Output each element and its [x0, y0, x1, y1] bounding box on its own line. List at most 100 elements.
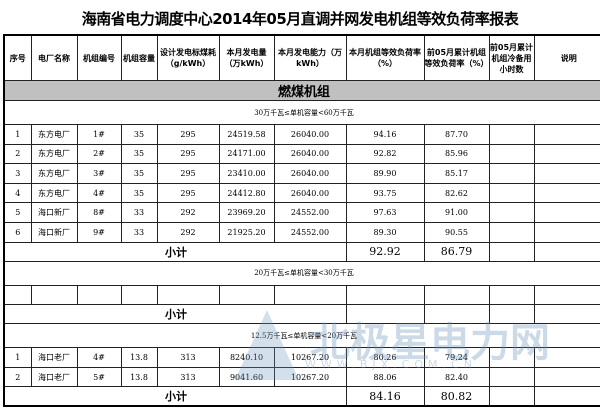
table-cell: 1#	[76, 124, 122, 145]
table-cell: 24552.00	[273, 221, 347, 243]
table-cell: 东方电厂	[30, 143, 78, 165]
table-cell: 海口老厂	[30, 347, 78, 368]
table-cell: 91.00	[423, 202, 490, 223]
table-cell	[30, 284, 78, 306]
table-cell: 13.8	[120, 366, 158, 388]
table-cell	[3, 284, 32, 306]
table-cell: 东方电厂	[30, 163, 78, 184]
report-title: 海南省电力调度中心2014年05月直调并网发电机组等效负荷率报表	[81, 10, 519, 28]
table-cell: 295	[156, 163, 220, 184]
table-cell: 295	[156, 182, 220, 204]
table-cell: 26040.00	[273, 182, 347, 204]
table-cell: 5	[3, 202, 32, 223]
section-row: 20万千瓦≤单机容量<30万千瓦	[3, 260, 600, 286]
table-cell: 13.8	[120, 347, 158, 368]
table-cell: 292	[156, 202, 220, 223]
table-cell	[156, 284, 220, 306]
column-header: 电厂名称	[30, 34, 78, 81]
table-row: 5 海口新厂 8# 33 292 23969.20 24552.00 97.63 91.00	[3, 202, 600, 223]
table-cell: 海口新厂	[30, 221, 78, 243]
table-cell: 92.82	[345, 143, 425, 165]
table-cell: 10267.20	[273, 347, 347, 368]
table-cell: 23969.20	[218, 202, 275, 223]
table-row: 6 海口新厂 9# 33 292 21925.20 24552.00 89.30 90.55	[3, 221, 600, 243]
section-row: 12.5万千瓦≤单机容量<20万千瓦	[3, 323, 600, 349]
table-row	[3, 284, 600, 306]
table-cell: 80.26	[345, 347, 425, 368]
table-cell: 1	[3, 347, 32, 368]
column-header: 前05月累计机组冷备用小时数	[488, 34, 535, 81]
table-cell: 5#	[76, 366, 122, 388]
table-cell: 9#	[76, 221, 122, 243]
column-header: 机组编号	[76, 34, 122, 81]
section-label: 30万千瓦≤单机容量<60万千瓦	[3, 100, 600, 125]
table-cell: 3	[3, 163, 32, 184]
subtotal-row: 小计 84.16 80.82	[3, 386, 600, 407]
table-cell: 35	[120, 163, 158, 184]
table-cell	[533, 163, 600, 184]
category-label: 燃煤机组	[3, 80, 600, 101]
table-cell: 35	[120, 124, 158, 145]
table-row: 3 东方电厂 3# 35 295 23410.00 26040.00 89.90 85.17	[3, 163, 600, 184]
subtotal-row: 小计	[3, 304, 600, 325]
table-cell: 4	[3, 182, 32, 204]
table-cell: 24519.58	[218, 124, 275, 145]
table-cell: 33	[120, 221, 158, 243]
table-cell	[488, 182, 535, 204]
table-cell: 35	[120, 182, 158, 204]
table-cell: 4#	[76, 347, 122, 368]
table-cell: 87.70	[423, 124, 490, 145]
table-cell: 97.63	[345, 202, 425, 223]
table-cell	[488, 221, 535, 243]
table-cell: 3#	[76, 163, 122, 184]
table-cell	[120, 284, 158, 306]
table-cell: 26040.00	[273, 143, 347, 165]
category-row: 燃煤机组	[3, 80, 600, 101]
table-cell	[488, 347, 535, 368]
table-cell: 9041.60	[218, 366, 275, 388]
table-cell: 295	[156, 124, 220, 145]
table-cell	[488, 284, 535, 306]
table-row: 1 东方电厂 1# 35 295 24519.58 26040.00 94.16 87.70	[3, 124, 600, 145]
table-cell: 89.90	[345, 163, 425, 184]
table-cell: 85.17	[423, 163, 490, 184]
column-header: 前05月累计机组等效负荷率（%）	[423, 34, 490, 81]
table-cell: 295	[156, 143, 220, 165]
table-cell	[533, 386, 600, 407]
table-cell	[533, 221, 600, 243]
subtotal-rate: 84.16	[345, 386, 425, 407]
table-cell	[533, 366, 600, 388]
table-cell: 海口新厂	[30, 202, 78, 223]
table-cell	[488, 202, 535, 223]
table-cell: 4#	[76, 182, 122, 204]
column-header: 设计发电标煤耗（g/kWh）	[156, 34, 220, 81]
subtotal-label: 小计	[3, 241, 347, 262]
subtotal-label: 小计	[3, 304, 347, 325]
table-cell: 33	[120, 202, 158, 223]
table-cell	[488, 366, 535, 388]
table-cell	[533, 182, 600, 204]
column-header: 本月机组等效负荷率（%）	[345, 34, 425, 81]
table-cell	[76, 284, 122, 306]
table-cell: 24552.00	[273, 202, 347, 223]
table-cell: 8#	[76, 202, 122, 223]
table-cell: 东方电厂	[30, 124, 78, 145]
table-cell: 海口老厂	[30, 366, 78, 388]
table-cell	[488, 124, 535, 145]
column-header: 说明	[533, 34, 600, 81]
subtotal-label: 小计	[3, 386, 347, 407]
table-row: 2 海口老厂 5# 13.8 313 9041.60 10267.20 88.06 82.40	[3, 366, 600, 388]
table-cell	[273, 284, 347, 306]
table-cell: 23410.00	[218, 163, 275, 184]
section-label: 12.5万千瓦≤单机容量<20万千瓦	[3, 323, 600, 349]
table-cell	[488, 163, 535, 184]
table-cell	[488, 304, 535, 325]
table-cell: 90.55	[423, 221, 490, 243]
table-cell	[488, 143, 535, 165]
table-cell: 79.24	[423, 347, 490, 368]
column-header: 本月发电能力（万kWh）	[273, 34, 347, 81]
table-cell: 93.75	[345, 182, 425, 204]
table-cell: 292	[156, 221, 220, 243]
subtotal-rate: 92.92	[345, 241, 425, 262]
table-cell: 82.40	[423, 366, 490, 388]
